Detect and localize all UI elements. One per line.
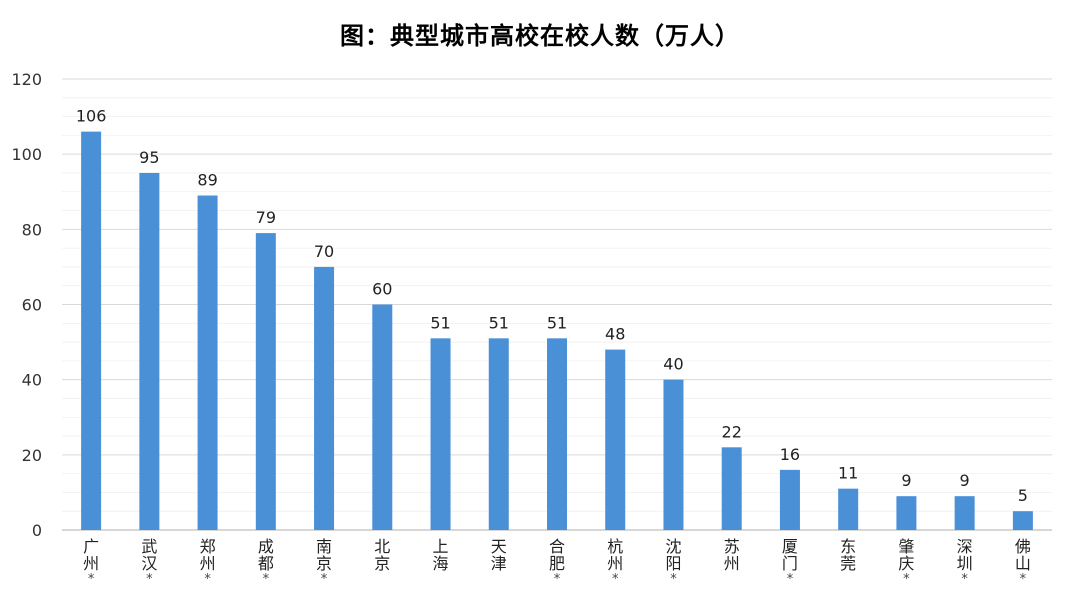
bar — [721, 447, 742, 530]
bar — [488, 338, 509, 530]
data-label: 51 — [430, 313, 450, 332]
bar — [139, 172, 160, 531]
bar — [896, 496, 917, 530]
data-label: 9 — [901, 471, 911, 490]
category-label: 武汉* — [141, 537, 157, 587]
y-tick-label: 80 — [22, 220, 42, 239]
data-label: 51 — [547, 313, 567, 332]
category-label: 佛山* — [1015, 537, 1031, 587]
bar — [547, 338, 567, 530]
bar — [255, 233, 276, 530]
bar — [430, 338, 451, 530]
category-label: 苏州 — [724, 537, 740, 573]
data-label: 9 — [960, 471, 970, 490]
category-label: 广州* — [83, 537, 99, 587]
data-label: 51 — [489, 313, 509, 332]
category-label: 肇庆* — [898, 537, 914, 587]
category-label: 郑州* — [200, 537, 216, 587]
category-label: 成都* — [258, 537, 274, 587]
category-label: 天津 — [491, 537, 507, 573]
data-label: 79 — [256, 208, 276, 227]
data-label: 60 — [372, 280, 392, 299]
category-label: 杭州* — [607, 537, 623, 587]
bar — [1012, 511, 1033, 530]
bar — [197, 195, 218, 530]
data-label: 48 — [605, 325, 625, 344]
bar — [372, 304, 393, 530]
category-label: 厦门* — [782, 537, 798, 587]
bar — [779, 469, 800, 530]
category-label: 北京 — [374, 537, 390, 573]
bar — [605, 349, 626, 530]
bar — [314, 266, 335, 530]
data-label: 70 — [314, 242, 334, 261]
data-label: 95 — [139, 148, 159, 167]
y-tick-label: 120 — [11, 70, 42, 89]
data-label: 11 — [838, 464, 858, 483]
data-label: 16 — [780, 445, 800, 464]
category-label: 东莞 — [840, 537, 856, 573]
y-tick-label: 20 — [22, 446, 42, 465]
bar — [838, 488, 859, 530]
data-label: 106 — [76, 107, 107, 126]
data-label: 22 — [722, 422, 742, 441]
bar — [81, 131, 102, 530]
category-label: 合肥* — [549, 537, 565, 587]
y-tick-label: 60 — [22, 296, 42, 315]
y-tick-label: 40 — [22, 371, 42, 390]
category-label: 上海 — [433, 537, 449, 573]
data-label: 5 — [1018, 486, 1028, 505]
bar — [954, 496, 975, 530]
y-tick-label: 0 — [32, 521, 42, 540]
data-label: 40 — [663, 355, 683, 374]
bar — [663, 379, 684, 530]
category-label: 深圳* — [957, 537, 973, 587]
y-tick-label: 100 — [11, 145, 42, 164]
category-label: 南京* — [316, 537, 332, 587]
category-label: 沈阳* — [665, 537, 681, 587]
data-label: 89 — [197, 171, 217, 190]
chart-title: 图：典型城市高校在校人数（万人） — [340, 22, 740, 50]
